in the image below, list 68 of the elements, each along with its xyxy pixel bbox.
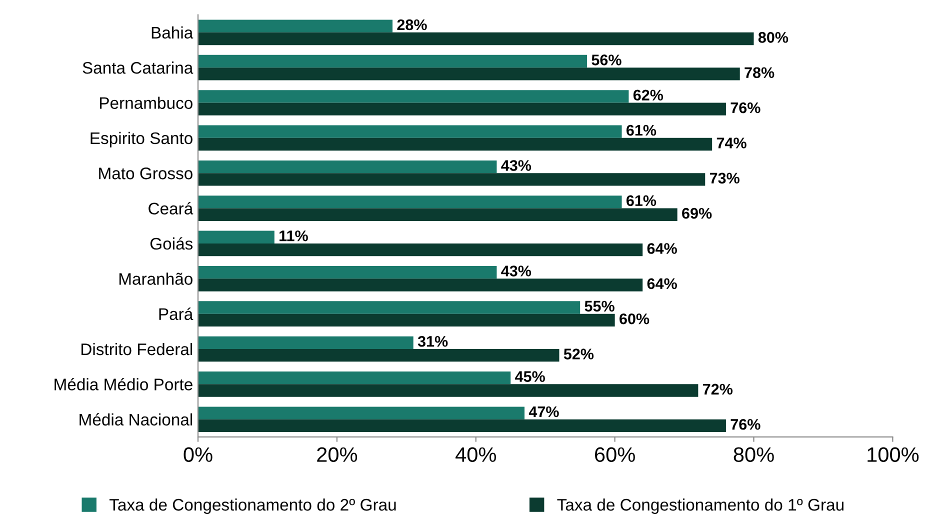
data-label: 61% [626, 124, 656, 136]
data-label: 43% [501, 266, 532, 276]
data-label: 31% [418, 336, 448, 347]
y-tick-label: Distrito Federal [82, 342, 192, 356]
y-tick-label: Santa Catarina [82, 62, 194, 74]
bar [198, 196, 622, 208]
bar [198, 278, 643, 292]
data-label: 56% [592, 54, 622, 66]
bar [198, 138, 712, 151]
bar [198, 68, 740, 80]
data-label: 55% [584, 300, 614, 312]
x-tick-label: 40% [456, 447, 496, 462]
data-label: 73% [710, 172, 740, 184]
x-tick-label: 60% [595, 447, 635, 462]
data-label: 28% [397, 19, 427, 30]
bar [198, 230, 274, 244]
y-tick-label: Maranhão [119, 272, 192, 285]
y-tick-label: Pará [159, 308, 194, 320]
x-tick-label: 20% [317, 447, 358, 462]
y-tick-label: Goiás [150, 237, 193, 250]
x-tick-label: 100% [868, 447, 919, 462]
x-tick-label: 80% [734, 447, 774, 462]
bar [198, 173, 706, 186]
data-label: 62% [633, 90, 664, 101]
data-label: 11% [280, 230, 308, 242]
data-label: 52% [564, 348, 594, 360]
bar [198, 90, 629, 103]
bar [198, 349, 560, 362]
data-label: 64% [647, 243, 677, 254]
bar [198, 208, 678, 221]
bar [198, 243, 643, 256]
y-tick-label: Espirito Santo [90, 132, 192, 148]
data-label: 43% [501, 160, 532, 171]
bar [198, 32, 754, 46]
bar [198, 160, 497, 174]
y-tick-label: Pernambuco [100, 96, 192, 109]
data-label: 76% [730, 102, 760, 114]
y-tick-label: Média Nacional [80, 413, 192, 426]
y-tick-label: Mato Grosso [99, 168, 192, 180]
bar [198, 406, 525, 420]
bar [198, 419, 726, 432]
y-tick-label: Média Médio Porte [54, 378, 192, 390]
data-label: 61% [626, 195, 656, 206]
data-label: 76% [730, 418, 760, 430]
y-tick-label: Ceará [148, 202, 194, 214]
data-label: 72% [703, 384, 733, 395]
bar [198, 384, 698, 397]
bar [198, 266, 497, 279]
data-label: 78% [744, 67, 774, 78]
bar [198, 301, 580, 314]
data-label: 74% [716, 138, 746, 148]
data-label: 60% [620, 313, 650, 324]
legend-label: Taxa de Congestionamento do 1º Grau [557, 498, 844, 514]
y-tick-label: Bahia [152, 26, 194, 39]
bar [198, 20, 393, 32]
x-tick-label: 0% [184, 447, 212, 462]
data-label: 69% [682, 208, 712, 219]
bar [198, 54, 588, 68]
bar [198, 125, 622, 138]
bar [198, 336, 414, 350]
data-label: 45% [515, 371, 545, 382]
legend-label: Taxa de Congestionamento do 2º Grau [109, 498, 396, 514]
data-label: 80% [758, 32, 788, 43]
data-label: 64% [647, 278, 677, 290]
data-label: 47% [528, 406, 559, 418]
bar [198, 102, 726, 116]
bar [198, 372, 511, 384]
bar [198, 314, 615, 326]
